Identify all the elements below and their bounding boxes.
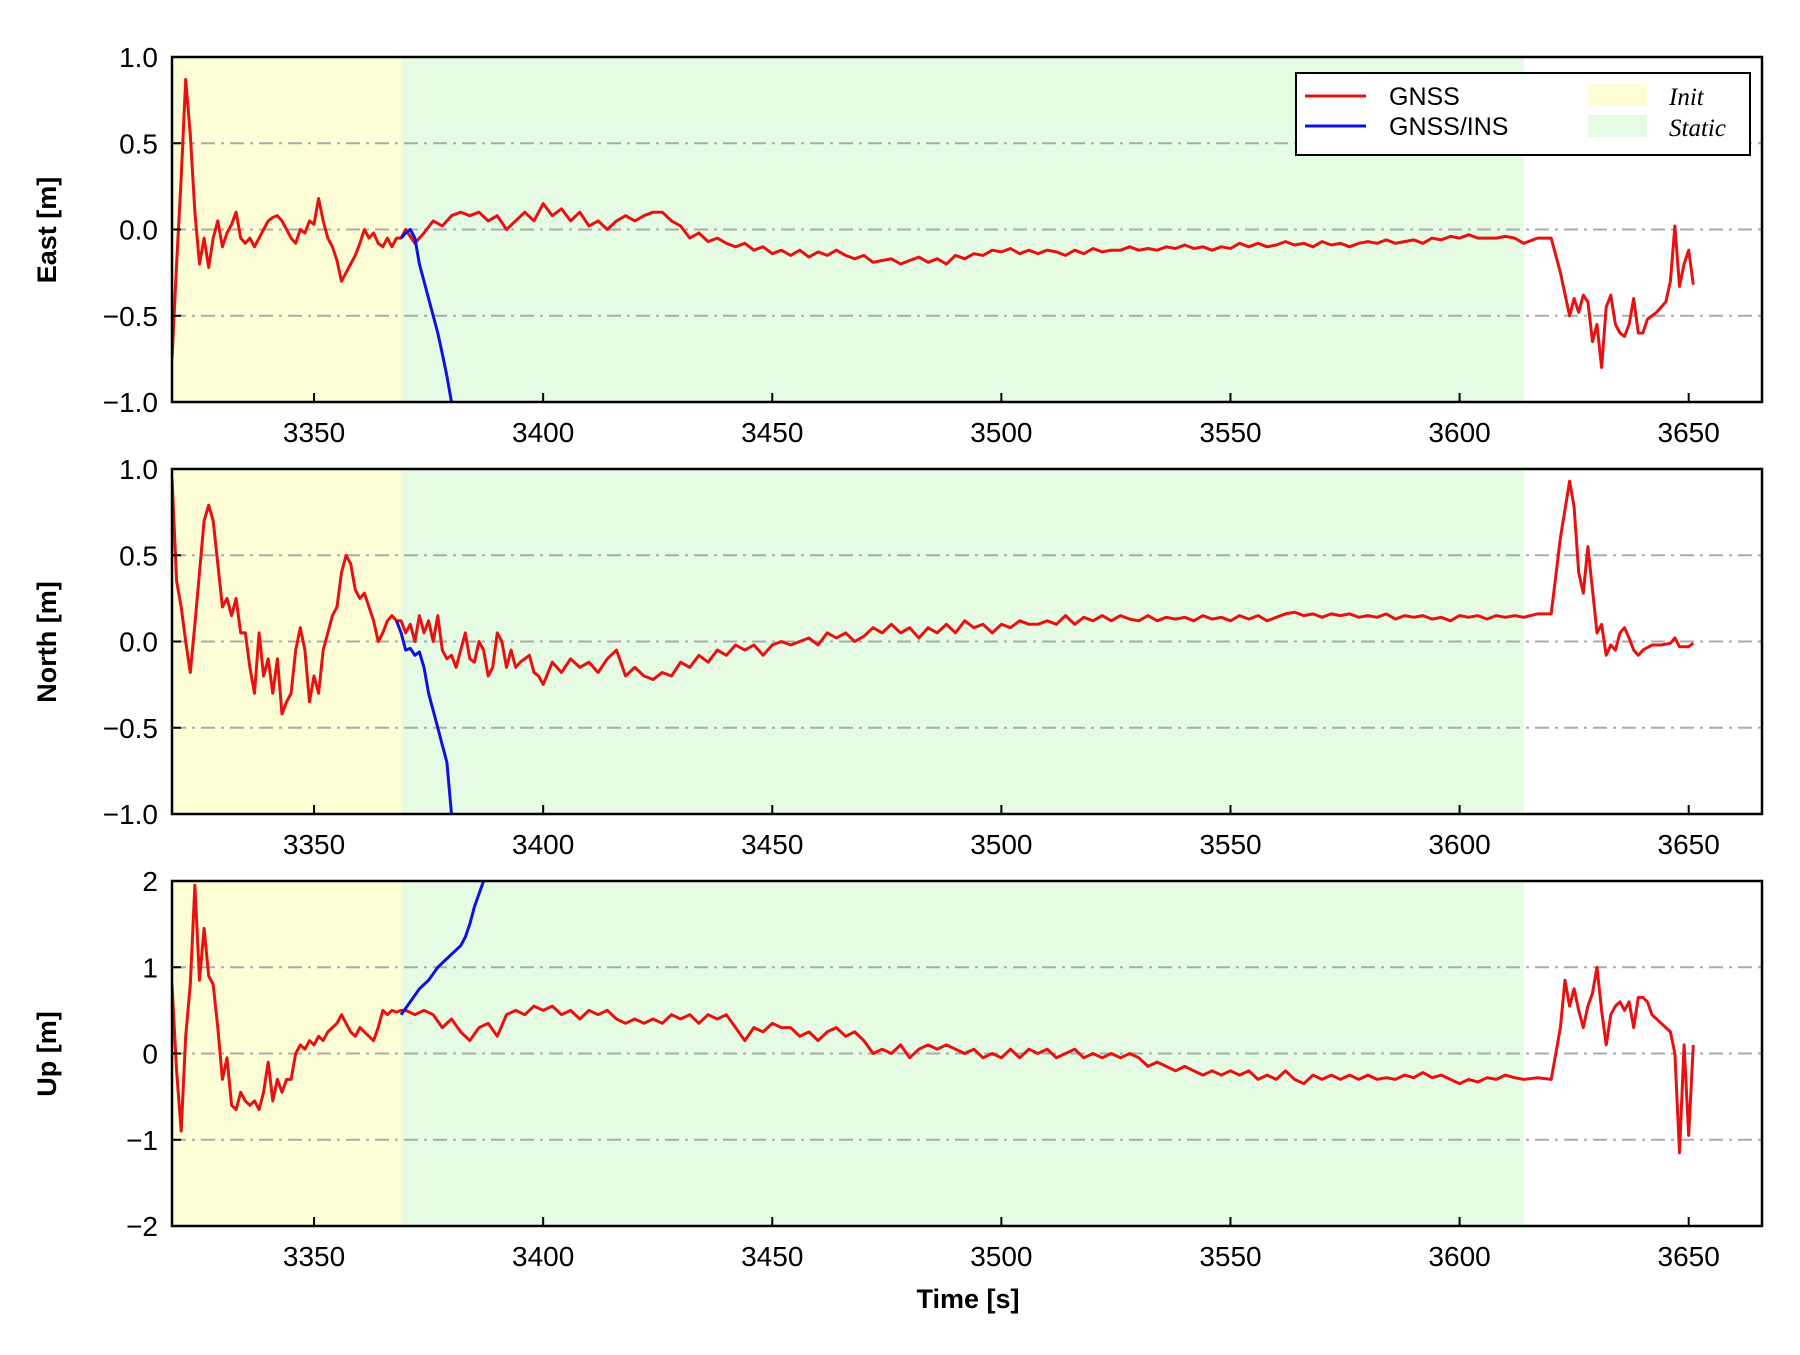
- xtick-label-up: 3550: [1199, 1241, 1261, 1272]
- xtick-label-up: 3500: [970, 1241, 1032, 1272]
- legend-box: [1295, 72, 1751, 156]
- xtick-label-east: 3550: [1199, 417, 1261, 448]
- ylabel-east: East [m]: [32, 177, 62, 284]
- xtick-label-north: 3650: [1658, 829, 1720, 860]
- xtick-label-up: 3350: [283, 1241, 345, 1272]
- xtick-label-east: 3650: [1658, 417, 1720, 448]
- ylabel-north: North [m]: [32, 581, 62, 702]
- xtick-label-up: 3450: [741, 1241, 803, 1272]
- legend-label-gnss: GNSS: [1389, 83, 1460, 111]
- ytick-label-east: 1.0: [119, 42, 158, 73]
- legend-label-static: Static: [1669, 115, 1726, 142]
- ylabel-up: Up [m]: [32, 1011, 62, 1096]
- ytick-label-east: −0.5: [103, 301, 158, 332]
- ytick-label-up: 2: [142, 866, 158, 897]
- xtick-label-up: 3400: [512, 1241, 574, 1272]
- xtick-label-east: 3400: [512, 417, 574, 448]
- xtick-label-east: 3450: [741, 417, 803, 448]
- legend-patch-init: [1588, 84, 1647, 106]
- xlabel: Time [s]: [916, 1284, 1019, 1314]
- series-gnss-ins-up: [399, 881, 486, 1016]
- ytick-label-up: −1: [126, 1125, 158, 1156]
- ytick-label-north: 0.5: [119, 540, 158, 571]
- ytick-label-east: 0.5: [119, 128, 158, 159]
- ytick-label-north: −0.5: [103, 713, 158, 744]
- xtick-label-north: 3550: [1199, 829, 1261, 860]
- xtick-label-north: 3600: [1428, 829, 1490, 860]
- ytick-label-north: 0.0: [119, 627, 158, 658]
- xtick-label-north: 3450: [741, 829, 803, 860]
- legend-patch-static: [1588, 115, 1647, 137]
- legend-label-gnss-ins: GNSS/INS: [1389, 113, 1508, 141]
- xtick-label-up: 3600: [1428, 1241, 1490, 1272]
- ytick-label-east: −1.0: [103, 387, 158, 418]
- ytick-label-up: −2: [126, 1211, 158, 1242]
- legend-label-init: Init: [1668, 84, 1705, 111]
- series-gnss-ins-north: [395, 620, 453, 814]
- ytick-label-north: −1.0: [103, 799, 158, 830]
- series-gnss-ins-east: [399, 228, 453, 402]
- panel-east: East [m] −1.0 −0.5 0.0 0.5 1.0 3350 3400 3450 35…: [32, 42, 1764, 448]
- series-gnss-up: [172, 883, 1695, 1155]
- xtick-label-up: 3650: [1658, 1241, 1720, 1272]
- panel-up: Up [m] −2 −1 0 1 2 3350 3400 3450 3500 3550 3600 36…: [32, 866, 1764, 1272]
- ytick-label-up: 0: [142, 1039, 158, 1070]
- legend: GNSS GNSS/INS Init Static: [1295, 72, 1751, 156]
- xtick-label-north: 3500: [970, 829, 1032, 860]
- series-gnss-north: [172, 477, 1695, 716]
- series-gnss-east: [172, 77, 1695, 369]
- ytick-label-north: 1.0: [119, 454, 158, 485]
- xtick-label-east: 3600: [1428, 417, 1490, 448]
- ytick-label-east: 0.0: [119, 215, 158, 246]
- xtick-label-north: 3350: [283, 829, 345, 860]
- xtick-label-north: 3400: [512, 829, 574, 860]
- panel-north: North [m] −1.0 −0.5 0.0 0.5 1.0 3350 3400 3450 3…: [32, 454, 1764, 860]
- xtick-label-east: 3500: [970, 417, 1032, 448]
- ytick-label-up: 1: [142, 952, 158, 983]
- xtick-label-east: 3350: [283, 417, 345, 448]
